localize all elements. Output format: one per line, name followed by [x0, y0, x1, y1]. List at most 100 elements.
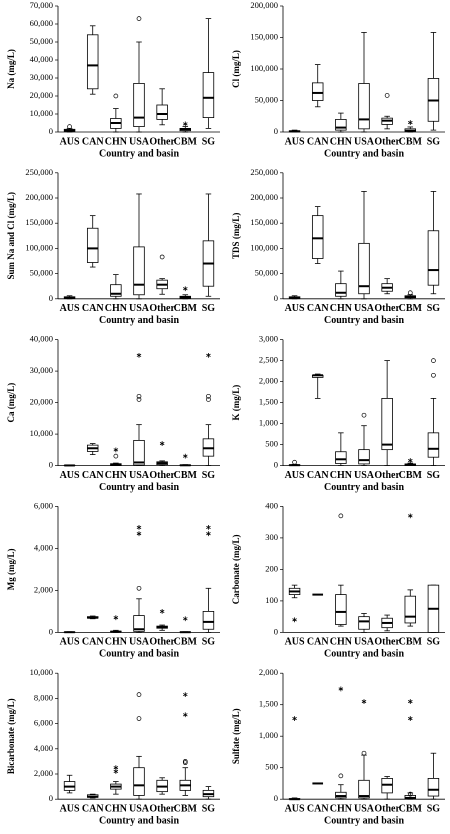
y-tick-label: 250,000: [25, 167, 53, 177]
x-tick-label: Other: [374, 637, 400, 648]
box-plot: [381, 278, 393, 295]
box: [335, 119, 347, 131]
x-tick-label: CAN: [307, 470, 329, 481]
box-plot: [133, 193, 145, 300]
box-plot: [86, 793, 99, 799]
y-tick-label: 30,000: [30, 72, 53, 82]
outlier: [361, 750, 367, 756]
y-tick-label: 20,000: [30, 90, 53, 100]
y-tick-label: 4,000: [34, 743, 53, 753]
box-plot: [335, 112, 347, 133]
y-tick-label: 200,000: [25, 192, 53, 202]
box-plot: [427, 32, 440, 131]
x-tick-label: CAN: [82, 303, 104, 314]
box: [358, 242, 370, 295]
outlier: [431, 372, 436, 378]
x-tick-label: Other: [374, 303, 400, 314]
x-tick-label: AUS: [285, 470, 305, 481]
y-tick-label: 200: [265, 563, 278, 573]
y-tick-label: 30,000: [30, 365, 53, 375]
outlier: [431, 358, 436, 363]
x-tick-label: CHN: [330, 470, 353, 481]
extreme: [182, 121, 188, 127]
y-tick-label: 1,500: [259, 397, 278, 407]
y-tick-label: 2,000: [259, 667, 278, 677]
y-tick-label: 10,000: [30, 108, 53, 118]
box-plot: [358, 412, 370, 467]
box-plot: [86, 615, 99, 620]
y-axis-label: TDS (mg/L): [231, 213, 241, 259]
y-axis-label: Carbonate (mg/L): [231, 535, 241, 605]
box-plot: [179, 453, 192, 467]
outlier: [159, 254, 165, 260]
y-tick-label: 50,000: [30, 268, 53, 278]
box-plot: [427, 584, 440, 633]
y-tick-label: 0: [49, 626, 53, 636]
x-tick-label: CAN: [307, 303, 329, 314]
x-tick-label: CAN: [82, 136, 104, 147]
x-tick-label: CAN: [82, 803, 104, 814]
box-plot: [335, 686, 347, 800]
y-tick-label: 2,000: [259, 376, 278, 386]
outlier: [67, 124, 72, 129]
y-tick-label: 100,000: [250, 63, 278, 73]
x-axis-label: Country and basin: [324, 815, 404, 826]
outlier: [136, 397, 142, 402]
y-tick-label: 0: [274, 626, 278, 636]
x-tick-label: USA: [354, 303, 375, 314]
y-tick-label: 0: [274, 293, 278, 303]
x-tick-label: Other: [149, 470, 175, 481]
x-tick-label: CHN: [105, 470, 128, 481]
outlier: [136, 585, 142, 591]
x-tick-label: CAN: [307, 637, 329, 648]
y-axis-label: Bicarbonate (mg/L): [6, 698, 16, 774]
y-tick-label: 50,000: [30, 36, 53, 46]
x-axis-label: Country and basin: [324, 148, 404, 159]
y-tick-label: 1,000: [259, 418, 278, 428]
x-axis-label: Country and basin: [324, 649, 404, 660]
y-axis-label: Cl (mg/L): [231, 50, 241, 88]
extreme: [292, 617, 297, 623]
box-plot: [202, 193, 215, 297]
x-tick-label: USA: [129, 303, 150, 314]
box: [311, 215, 324, 259]
box-plot: [427, 752, 440, 800]
y-tick-label: 150,000: [250, 217, 278, 227]
y-tick-label: 200,000: [250, 0, 278, 10]
extreme: [136, 525, 142, 530]
x-tick-label: CBM: [174, 136, 198, 147]
box-plot: [156, 441, 168, 467]
y-tick-label: 6,000: [34, 500, 53, 510]
x-tick-label: CBM: [399, 803, 423, 814]
y-tick-label: 500: [265, 762, 278, 772]
x-tick-label: AUS: [60, 470, 80, 481]
x-tick-label: CHN: [105, 637, 128, 648]
y-tick-label: 0: [274, 126, 278, 136]
y-tick-label: 100: [265, 595, 278, 605]
box: [427, 230, 440, 286]
outlier: [206, 393, 211, 399]
x-axis-label: Country and basin: [99, 649, 179, 660]
box-plot: [63, 631, 76, 634]
extreme: [407, 513, 413, 519]
x-tick-label: Other: [149, 136, 175, 147]
outlier: [292, 459, 297, 465]
y-tick-label: 100,000: [250, 242, 278, 252]
outlier: [384, 93, 390, 98]
box: [133, 615, 145, 632]
box-plot: [358, 613, 370, 633]
x-tick-label: CBM: [174, 470, 198, 481]
x-tick-label: USA: [129, 803, 150, 814]
y-axis-label: Ca (mg/L): [6, 383, 16, 423]
box-plot: [86, 443, 99, 455]
box-plot: [179, 616, 192, 634]
box-plot: [110, 447, 122, 467]
box: [427, 778, 440, 797]
y-tick-label: 0: [274, 460, 278, 470]
x-tick-label: CHN: [330, 803, 353, 814]
extreme: [159, 441, 165, 446]
y-tick-label: 2,500: [259, 355, 278, 365]
x-tick-label: Other: [374, 803, 400, 814]
box-plot: [202, 786, 215, 800]
